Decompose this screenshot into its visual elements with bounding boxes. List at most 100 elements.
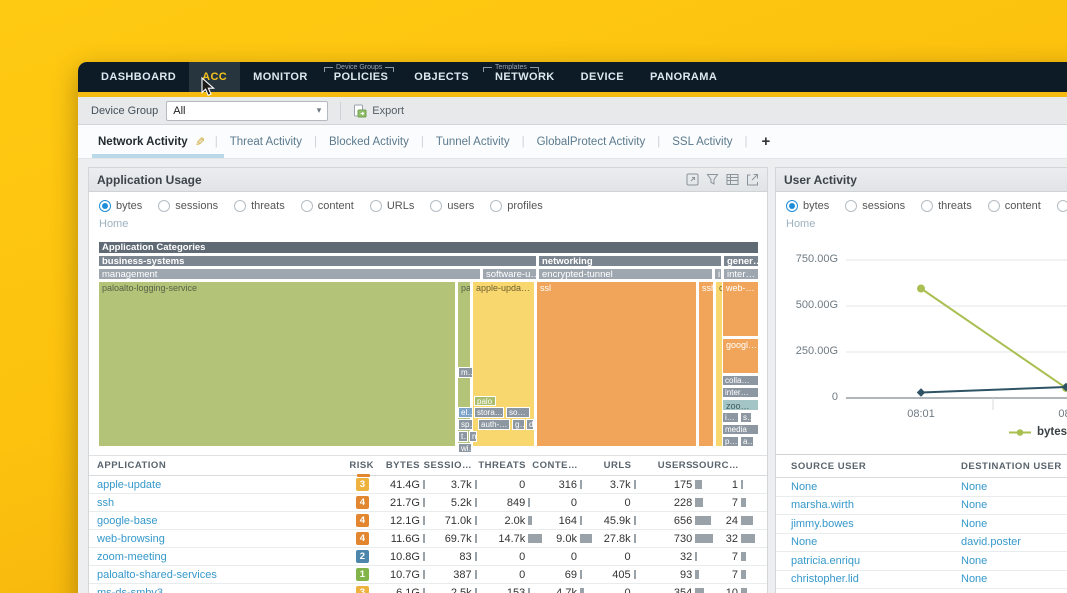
activity-tab-globalprotect-activity[interactable]: GlobalProtect Activity <box>536 135 646 148</box>
nav-tab-policies[interactable]: POLICIES <box>333 71 389 83</box>
user-radio-sessions[interactable]: sessions <box>845 200 905 212</box>
treemap-cell-p-[interactable]: p… <box>722 436 739 447</box>
app-link[interactable]: apple-update <box>97 478 162 491</box>
app-radio-users[interactable]: users <box>430 200 474 212</box>
treemap-category-bar-networking[interactable]: networking <box>538 255 722 267</box>
nav-tab-dashboard[interactable]: DASHBOARD <box>101 71 177 83</box>
treemap-cell-wi-[interactable]: wi… <box>458 443 472 453</box>
destination-user-link[interactable]: josephine.coste <box>961 592 1037 593</box>
treemap-cell-inter-[interactable]: inter… <box>722 387 759 398</box>
app-radio-bytes[interactable]: bytes <box>99 200 142 212</box>
app-link[interactable]: web-browsing <box>97 532 165 545</box>
app-radio-sessions[interactable]: sessions <box>158 200 218 212</box>
column-header-source-user[interactable]: SOURCE USER <box>791 461 867 472</box>
treemap-cell-a-[interactable]: a… <box>740 436 754 447</box>
nav-tab-objects[interactable]: OBJECTS <box>414 71 470 83</box>
app-radio-urls[interactable]: URLs <box>369 200 414 212</box>
app-link[interactable]: paloalto-shared-services <box>97 568 217 581</box>
user-radio-bytes[interactable]: bytes <box>786 200 829 212</box>
treemap-cell-googl-[interactable]: googl… <box>722 338 759 374</box>
treemap-category-bar-gener-[interactable]: gener… <box>723 255 759 267</box>
column-header-application[interactable]: APPLICATION <box>97 460 345 471</box>
nav-tab-network[interactable]: NETWORK <box>495 71 555 83</box>
column-header-bytes[interactable]: BYTES <box>379 460 440 471</box>
activity-tab-blocked-activity[interactable]: Blocked Activity <box>328 135 409 148</box>
source-user-link[interactable]: marsha.wirth <box>791 499 854 512</box>
user-activity-breadcrumb[interactable]: Home <box>786 218 816 230</box>
maximize-icon[interactable] <box>686 173 699 186</box>
column-header-urls[interactable]: URLS <box>598 460 652 471</box>
column-header-sessio-[interactable]: SESSIO… <box>424 460 492 471</box>
app-link[interactable]: ssh <box>97 496 115 509</box>
treemap-subcategory-bar-software-u-[interactable]: software-u… <box>482 268 537 280</box>
column-header-conte-[interactable]: CONTE… <box>532 460 598 471</box>
source-user-link[interactable]: None <box>791 480 818 493</box>
treemap-cell-sp-[interactable]: sp… <box>458 419 473 430</box>
nav-tab-device[interactable]: DEVICE <box>580 71 625 83</box>
nav-tab-acc[interactable]: ACC <box>189 62 241 92</box>
source-user-link[interactable]: christopher.lid <box>791 573 859 586</box>
treemap-cell-media[interactable]: media <box>722 424 759 435</box>
column-header-destination-user[interactable]: DESTINATION USER <box>961 461 1062 472</box>
activity-tab-ssl-activity[interactable]: SSL Activity <box>672 135 733 148</box>
treemap-cell-web-[interactable]: web-… <box>722 281 759 337</box>
user-radio-threats[interactable]: threats <box>921 200 972 212</box>
treemap-subcategory-bar-inter-[interactable]: inter… <box>723 268 759 280</box>
source-user-link[interactable]: None <box>791 536 818 549</box>
treemap-subcategory-bar-encrypted-tunnel[interactable]: encrypted-tunnel <box>538 268 713 280</box>
treemap-cell-zoo-[interactable]: zoo… <box>722 399 759 411</box>
treemap-cell-ssl[interactable]: ssl <box>536 281 697 447</box>
destination-user-link[interactable]: None <box>961 554 988 567</box>
treemap-cell-i-[interactable]: i… <box>722 412 739 423</box>
column-header-threats[interactable]: THREATS <box>478 460 546 471</box>
export-panel-icon[interactable] <box>746 173 759 186</box>
treemap-cell-colla-[interactable]: colla… <box>722 375 759 386</box>
treemap-subcategory-bar-management[interactable]: management <box>98 268 481 280</box>
source-user-link[interactable]: None <box>791 592 817 593</box>
treemap-cell-g-[interactable]: g… <box>512 419 525 430</box>
column-header-users[interactable]: USERS <box>652 460 713 471</box>
source-user-link[interactable]: patricia.enriqu <box>791 554 861 567</box>
destination-user-link[interactable]: None <box>961 499 988 512</box>
source-user-link[interactable]: jimmy.bowes <box>791 517 854 530</box>
activity-tab-network-activity[interactable]: Network Activity <box>98 135 188 148</box>
treemap-cell-s-[interactable]: s… <box>740 412 752 423</box>
app-link[interactable]: google-base <box>97 514 158 527</box>
column-header-risk[interactable]: RISK <box>345 460 379 471</box>
treemap-cell-m-[interactable]: m… <box>458 367 473 378</box>
app-radio-threats[interactable]: threats <box>234 200 285 212</box>
treemap-cell-paloalto-logging-service[interactable]: paloalto-logging-service <box>98 281 456 447</box>
treemap-category-bar-application-categories[interactable]: Application Categories <box>98 241 759 254</box>
user-radio-urls[interactable]: URLs <box>1056 200 1067 212</box>
table-view-icon[interactable] <box>726 173 739 186</box>
treemap-cell-t-[interactable]: t… <box>458 431 468 442</box>
app-link[interactable]: zoom-meeting <box>97 550 167 563</box>
treemap-cell-palo[interactable]: palo <box>474 396 496 406</box>
destination-user-link[interactable]: david.poster <box>961 536 1021 549</box>
app-link[interactable]: ms-ds-smbv3 <box>97 586 164 593</box>
user-radio-content[interactable]: content <box>987 200 1041 212</box>
treemap-cell-auth-[interactable]: auth-… <box>478 419 510 430</box>
nav-tab-panorama[interactable]: PANORAMA <box>650 71 718 83</box>
nav-tab-monitor[interactable]: MONITOR <box>253 71 308 83</box>
treemap-cell-el-[interactable]: el… <box>458 407 473 418</box>
column-header-sourc-[interactable]: SOURC… <box>692 460 759 471</box>
app-radio-content[interactable]: content <box>300 200 354 212</box>
treemap-cell-so-[interactable]: so… <box>506 407 530 418</box>
edit-pencil-icon[interactable]: ✎ <box>194 134 205 149</box>
activity-tab-threat-activity[interactable]: Threat Activity <box>229 135 302 148</box>
device-group-select[interactable]: All ▾ <box>166 100 329 121</box>
filter-icon[interactable] <box>706 173 719 186</box>
activity-tab-tunnel-activity[interactable]: Tunnel Activity <box>435 135 510 148</box>
app-usage-breadcrumb[interactable]: Home <box>99 218 129 230</box>
add-widget-tab-button[interactable]: + <box>761 133 771 150</box>
destination-user-link[interactable]: None <box>961 480 988 493</box>
export-button[interactable]: Export <box>353 104 404 118</box>
destination-user-link[interactable]: None <box>961 517 988 530</box>
app-radio-profiles[interactable]: profiles <box>490 200 543 212</box>
treemap-cell-d[interactable]: d <box>526 419 534 430</box>
treemap-subcategory-bar-i-[interactable]: i… <box>714 268 722 280</box>
treemap-category-bar-business-systems[interactable]: business-systems <box>98 255 537 267</box>
treemap-cell-ssh[interactable]: ssh <box>698 281 714 447</box>
destination-user-link[interactable]: None <box>961 573 988 586</box>
